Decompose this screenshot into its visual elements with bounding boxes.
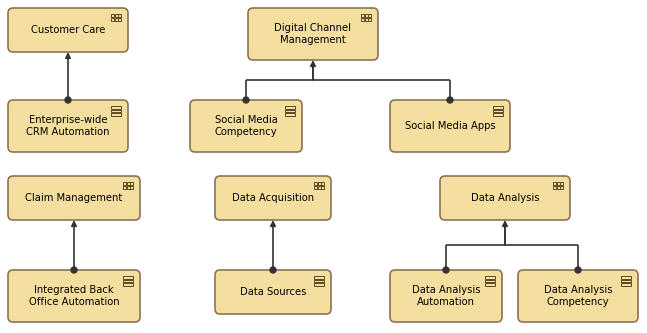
Circle shape — [447, 97, 453, 103]
Text: Data Sources: Data Sources — [240, 287, 306, 297]
Bar — [321, 185, 324, 188]
Bar — [314, 185, 317, 188]
Text: Social Media
Competency: Social Media Competency — [215, 115, 278, 137]
FancyBboxPatch shape — [215, 270, 331, 314]
FancyBboxPatch shape — [215, 176, 331, 220]
Bar — [621, 276, 631, 279]
Circle shape — [243, 97, 249, 103]
Circle shape — [65, 97, 71, 103]
Bar — [368, 14, 371, 17]
Bar — [285, 110, 295, 113]
Bar — [556, 182, 560, 185]
Bar — [318, 185, 321, 188]
FancyBboxPatch shape — [8, 100, 128, 152]
Bar — [123, 276, 133, 279]
Text: Data Analysis
Automation: Data Analysis Automation — [411, 285, 480, 307]
Bar — [127, 185, 129, 188]
Bar — [314, 280, 324, 282]
Text: Customer Care: Customer Care — [31, 25, 105, 35]
Bar — [123, 182, 126, 185]
Bar — [493, 113, 503, 116]
Bar — [118, 18, 121, 21]
Text: Integrated Back
Office Automation: Integrated Back Office Automation — [28, 285, 119, 307]
FancyBboxPatch shape — [390, 270, 502, 322]
Bar — [621, 283, 631, 286]
FancyBboxPatch shape — [390, 100, 510, 152]
Bar — [368, 18, 371, 21]
Bar — [285, 113, 295, 116]
Bar — [485, 280, 495, 282]
Bar — [111, 110, 121, 113]
Circle shape — [71, 267, 77, 273]
Bar — [365, 14, 367, 17]
Bar — [365, 18, 367, 21]
FancyBboxPatch shape — [190, 100, 302, 152]
Bar — [115, 14, 118, 17]
Bar — [123, 280, 133, 282]
Text: Claim Management: Claim Management — [25, 193, 123, 203]
Circle shape — [270, 267, 276, 273]
Bar — [314, 182, 317, 185]
Bar — [130, 182, 133, 185]
Circle shape — [443, 267, 449, 273]
Text: Social Media Apps: Social Media Apps — [404, 121, 496, 131]
Bar — [285, 106, 295, 109]
Bar — [123, 185, 126, 188]
FancyBboxPatch shape — [440, 176, 570, 220]
Text: Digital Channel
Management: Digital Channel Management — [274, 23, 351, 45]
Bar — [314, 283, 324, 286]
Bar — [553, 182, 556, 185]
Bar — [111, 106, 121, 109]
Bar — [321, 182, 324, 185]
Bar — [130, 185, 133, 188]
Bar — [318, 182, 321, 185]
FancyBboxPatch shape — [8, 176, 140, 220]
Text: Data Analysis: Data Analysis — [471, 193, 539, 203]
FancyBboxPatch shape — [8, 270, 140, 322]
FancyBboxPatch shape — [8, 8, 128, 52]
Bar — [621, 280, 631, 282]
Text: Enterprise-wide
CRM Automation: Enterprise-wide CRM Automation — [27, 115, 110, 137]
Bar — [361, 18, 364, 21]
Text: Data Analysis
Competency: Data Analysis Competency — [543, 285, 612, 307]
Bar — [485, 276, 495, 279]
Bar — [553, 185, 556, 188]
Circle shape — [575, 267, 581, 273]
Bar — [361, 14, 364, 17]
Bar — [123, 283, 133, 286]
Bar — [111, 113, 121, 116]
Bar — [111, 18, 114, 21]
Bar — [115, 18, 118, 21]
Text: Data Acquisition: Data Acquisition — [232, 193, 314, 203]
Bar — [485, 283, 495, 286]
FancyBboxPatch shape — [248, 8, 378, 60]
Bar — [560, 182, 563, 185]
Bar — [493, 106, 503, 109]
Bar — [127, 182, 129, 185]
Bar — [314, 276, 324, 279]
Bar — [560, 185, 563, 188]
Bar — [556, 185, 560, 188]
Bar — [118, 14, 121, 17]
FancyBboxPatch shape — [518, 270, 638, 322]
Bar — [111, 14, 114, 17]
Bar — [493, 110, 503, 113]
